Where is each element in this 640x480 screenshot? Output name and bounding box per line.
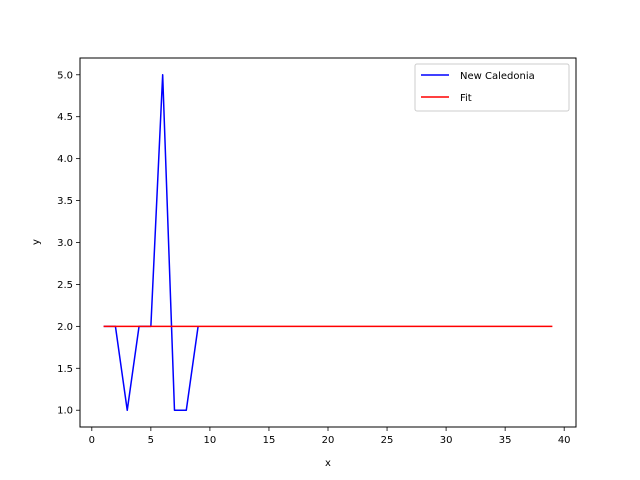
x-tick-label: 5: [148, 435, 154, 446]
legend-label-new-caledonia: New Caledonia: [460, 71, 535, 82]
x-tick-label: 40: [558, 435, 571, 446]
y-tick-label: 3.0: [57, 238, 73, 249]
x-axis: 0 5 10 15 20 25 30 35 40: [89, 427, 571, 446]
y-tick-label: 1.0: [57, 406, 73, 417]
y-tick-label: 2.0: [57, 322, 73, 333]
y-tick-label: 4.5: [57, 112, 73, 123]
y-tick-label: 1.5: [57, 364, 73, 375]
legend-box: [414, 63, 570, 112]
x-tick-label: 35: [499, 435, 512, 446]
y-axis: 1.0 1.5 2.0 2.5 3.0 3.5 4.0 4.5 5.0: [57, 70, 80, 417]
legend-label-fit: Fit: [460, 93, 472, 104]
x-tick-label: 20: [322, 435, 335, 446]
x-tick-label: 25: [381, 435, 394, 446]
y-axis-label: y: [31, 239, 42, 245]
x-axis-label: x: [325, 458, 331, 469]
x-tick-label: 30: [440, 435, 453, 446]
x-tick-label: 0: [89, 435, 95, 446]
y-tick-label: 4.0: [57, 154, 73, 165]
plot-lines: [103, 74, 553, 411]
x-tick-label: 15: [263, 435, 276, 446]
y-tick-label: 2.5: [57, 280, 73, 291]
legend: New Caledonia Fit: [414, 63, 570, 112]
y-tick-label: 5.0: [57, 70, 73, 81]
x-tick-label: 10: [204, 435, 217, 446]
y-tick-label: 3.5: [57, 196, 73, 207]
